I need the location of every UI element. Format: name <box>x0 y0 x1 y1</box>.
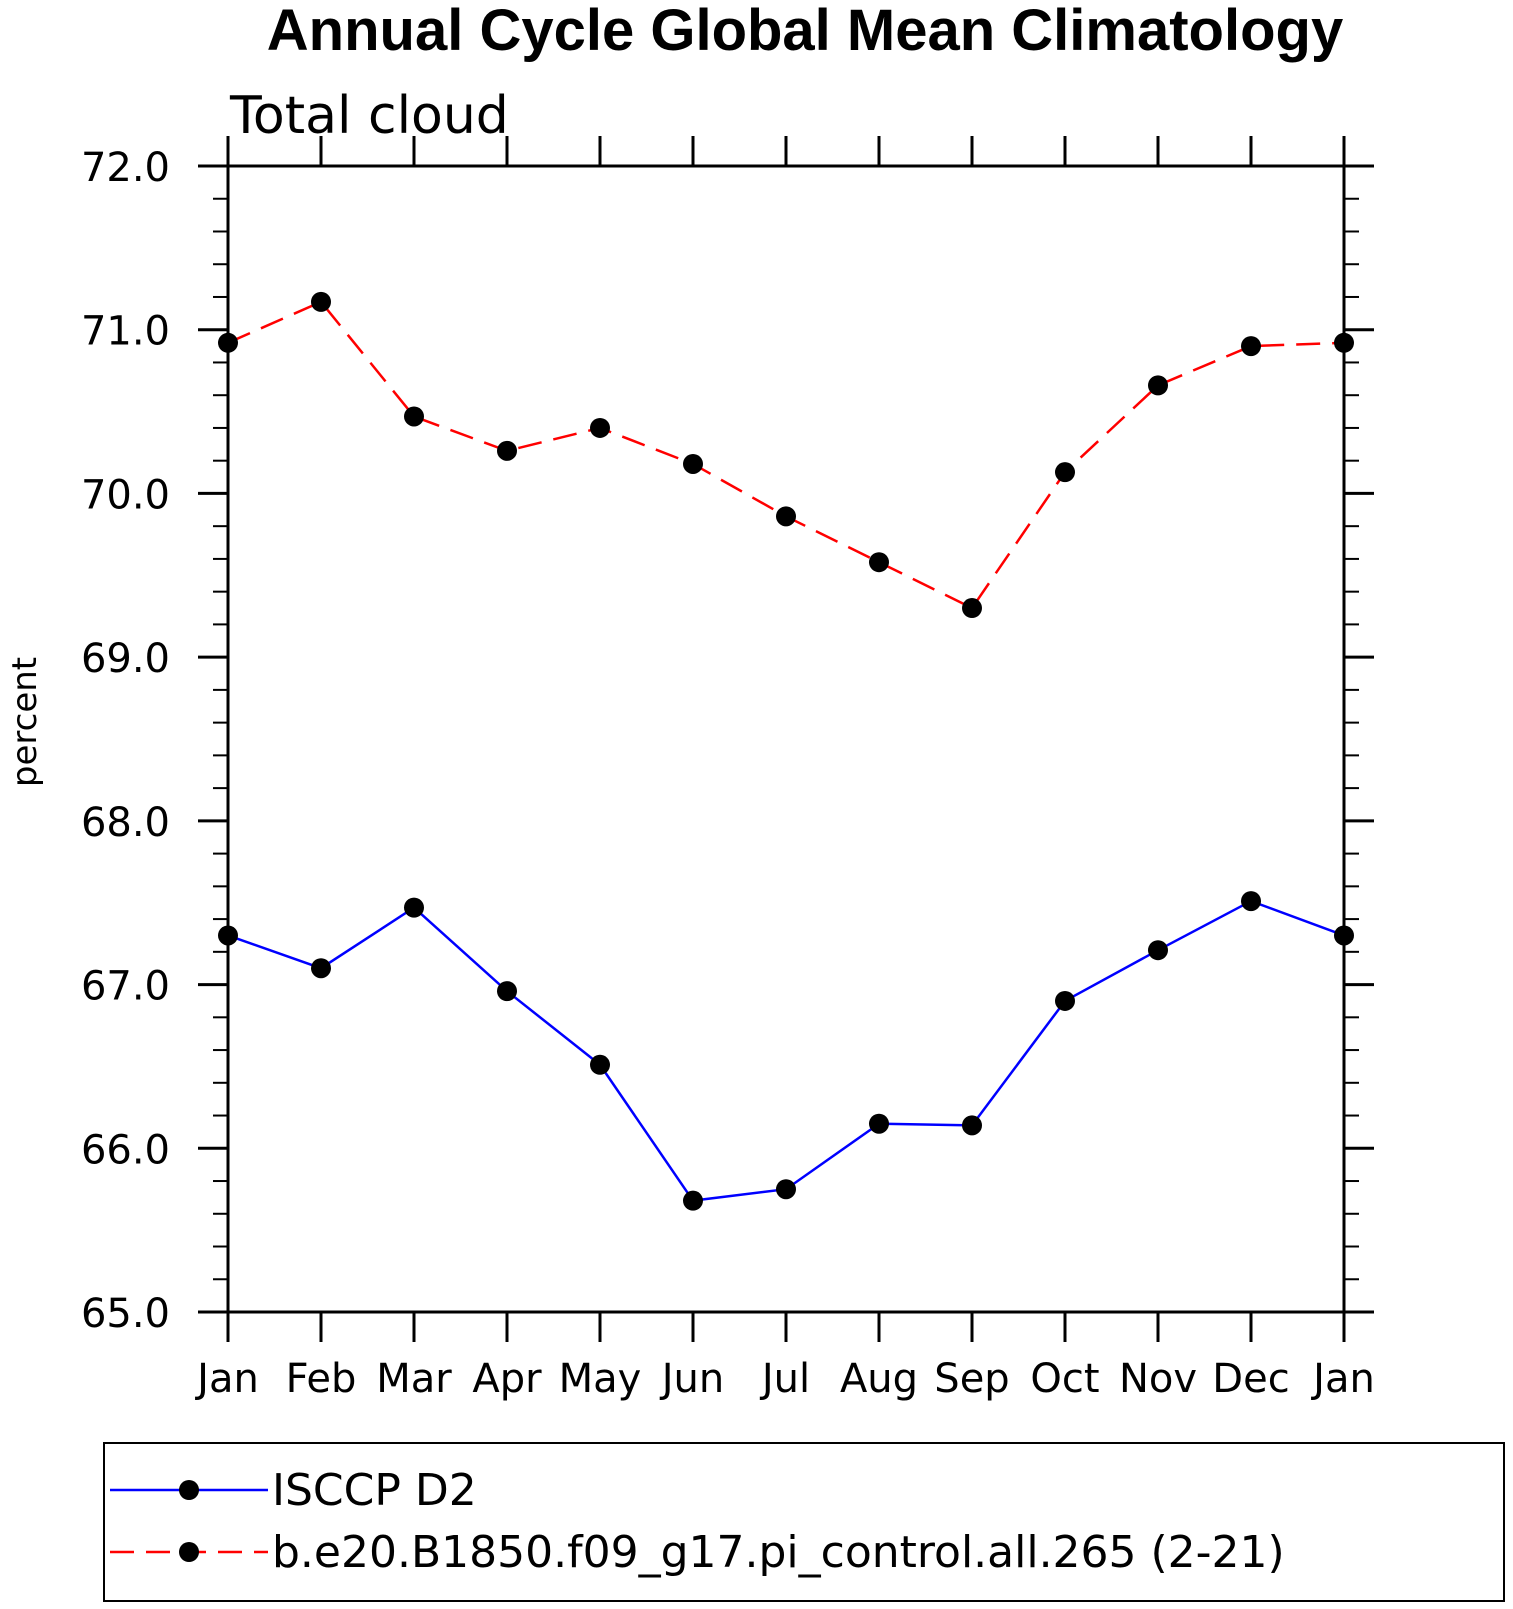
series-line-0 <box>227 899 1345 1203</box>
series-0-point <box>1148 940 1168 961</box>
legend-label-0: ISCCP D2 <box>272 1465 477 1516</box>
series-0-point <box>311 958 331 979</box>
y-tick-label: 66.0 <box>81 1127 170 1173</box>
series-1-point <box>497 440 517 461</box>
series-1-point <box>590 417 610 438</box>
series-0-point <box>404 897 424 918</box>
x-tick-label: Dec <box>1212 1356 1289 1402</box>
y-tick-label: 70.0 <box>81 472 170 518</box>
x-tick-label: Jun <box>659 1356 725 1402</box>
legend-marker-0 <box>179 1480 199 1500</box>
series-1-point <box>218 332 238 353</box>
y-tick-label: 72.0 <box>81 145 170 191</box>
series-0-point <box>962 1115 982 1136</box>
legend-box <box>103 1442 1505 1602</box>
series-1-point <box>683 453 703 474</box>
series-1-point <box>1241 336 1261 357</box>
x-tick-label: Jan <box>1310 1356 1375 1402</box>
series-1-point <box>962 598 982 619</box>
y-axis-label: percent <box>5 657 45 787</box>
series-0-point <box>776 1179 796 1200</box>
x-tick-label: Jul <box>759 1356 810 1402</box>
chart-subtitle: Total cloud <box>229 86 509 146</box>
series-1-point <box>776 506 796 527</box>
series-0-point <box>869 1113 889 1134</box>
series-1-point <box>869 552 889 573</box>
x-tick-label: May <box>559 1356 642 1402</box>
x-tick-label: Aug <box>840 1356 918 1402</box>
series-0-point <box>590 1054 610 1075</box>
y-axis-ticks: 65.0 66.0 67.0 68.0 69.0 70.0 71.0 72.0 <box>81 145 1374 1337</box>
series-0-point <box>218 925 238 946</box>
x-tick-label: Jan <box>194 1356 259 1402</box>
series-1-point <box>311 291 331 312</box>
chart-title: Annual Cycle Global Mean Climatology <box>267 0 1343 63</box>
y-tick-label: 71.0 <box>81 309 170 355</box>
legend-marker-1 <box>179 1542 199 1562</box>
series-0-point <box>1334 925 1354 946</box>
series-0-point <box>497 981 517 1002</box>
x-tick-label: Sep <box>934 1356 1009 1402</box>
series-0-point <box>1241 891 1261 912</box>
x-tick-label: Apr <box>472 1356 542 1402</box>
y-tick-label: 69.0 <box>81 636 170 682</box>
series-line-1 <box>227 300 1345 610</box>
legend-label-1: b.e20.B1850.f09_g17.pi_control.all.265 (… <box>272 1527 1285 1578</box>
legend: ISCCP D2 b.e20.B1850.f09_g17.pi_control.a… <box>103 1442 1505 1602</box>
series-1-point <box>1148 375 1168 396</box>
series-1-point <box>1334 332 1354 353</box>
y-tick-label: 65.0 <box>81 1291 170 1337</box>
x-tick-label: Nov <box>1119 1356 1197 1402</box>
x-tick-label: Mar <box>376 1356 452 1402</box>
x-axis-ticks: Jan Feb Mar Apr May Jun Jul Aug Sep Oct Nov Dec Jan <box>194 136 1375 1402</box>
plot-frame <box>226 164 1346 1314</box>
x-tick-label: Oct <box>1030 1356 1099 1402</box>
series-layer <box>218 291 1354 1211</box>
x-tick-label: Feb <box>286 1356 357 1402</box>
series-0-point <box>683 1190 703 1211</box>
y-tick-label: 68.0 <box>81 800 170 846</box>
series-0-point <box>1055 990 1075 1011</box>
y-tick-label: 67.0 <box>81 964 170 1010</box>
series-1-point <box>1055 462 1075 483</box>
series-1-point <box>404 406 424 427</box>
